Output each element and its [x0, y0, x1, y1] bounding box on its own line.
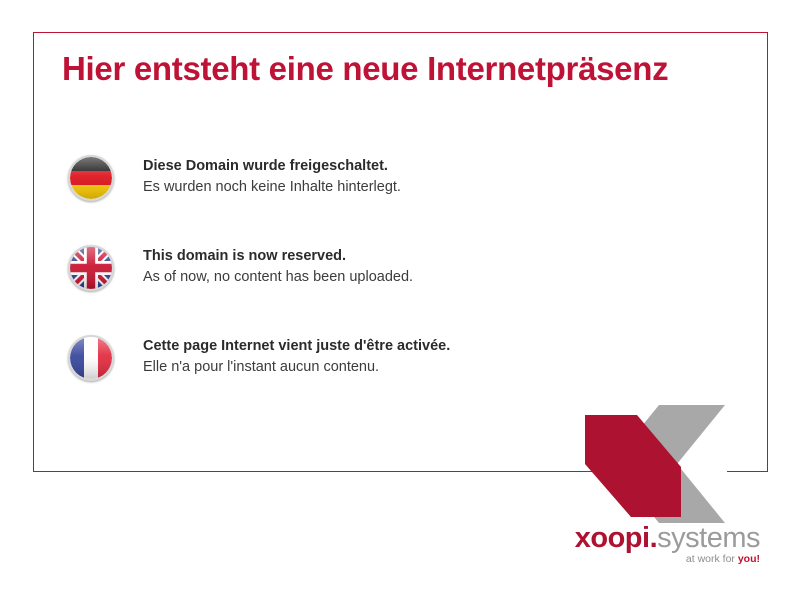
tagline-prefix: at work for	[685, 553, 738, 565]
logo-tagline: at work for you!	[560, 553, 760, 565]
language-text-fr: Cette page Internet vient juste d'être a…	[143, 336, 450, 378]
language-text-de: Diese Domain wurde freigeschaltet. Es wu…	[143, 156, 401, 198]
language-title-fr: Cette page Internet vient juste d'être a…	[143, 338, 451, 354]
language-row-de: Diese Domain wurde freigeschaltet. Es wu…	[68, 155, 708, 245]
wordmark-primary: xoopi	[574, 522, 650, 554]
language-notice-list: Diese Domain wurde freigeschaltet. Es wu…	[68, 155, 708, 425]
xoopi-x-mark-icon	[585, 405, 725, 523]
language-title-de: Diese Domain wurde freigeschaltet.	[143, 158, 388, 174]
wordmark-dot: .	[649, 522, 658, 554]
language-subtitle-en: As of now, no content has been uploaded.	[143, 269, 414, 285]
page-title: Hier entsteht eine neue Internetpräsenz	[62, 50, 669, 87]
wordmark-secondary: systems	[657, 522, 760, 554]
language-subtitle-de: Es wurden noch keine Inhalte hinterlegt.	[143, 179, 401, 195]
flag-france-icon	[68, 335, 114, 381]
xoopi-wordmark: xoopi.systems	[560, 522, 761, 554]
xoopi-logo: xoopi.systems at work for you!	[560, 405, 760, 570]
flag-germany-icon	[68, 155, 114, 201]
language-row-en: This domain is now reserved. As of now, …	[68, 245, 708, 335]
language-subtitle-fr: Elle n'a pour l'instant aucun contenu.	[143, 359, 380, 375]
language-row-fr: Cette page Internet vient juste d'être a…	[68, 335, 708, 425]
language-title-en: This domain is now reserved.	[143, 248, 347, 264]
language-text-en: This domain is now reserved. As of now, …	[143, 246, 413, 288]
flag-united-kingdom-icon	[68, 245, 114, 291]
tagline-highlight: you!	[737, 553, 760, 565]
